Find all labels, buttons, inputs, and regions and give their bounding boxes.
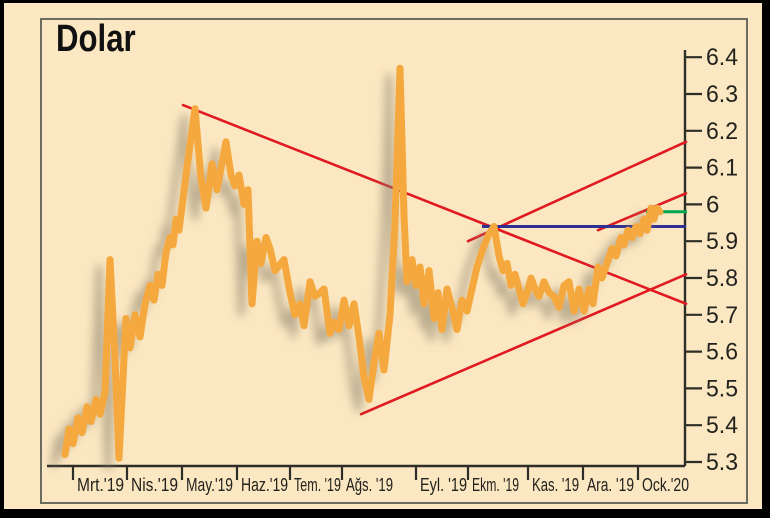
y-tick-label: 6.1 — [706, 155, 738, 182]
x-tick-label: Haz.'19 — [241, 475, 288, 495]
trendline-support-up — [359, 273, 688, 416]
x-tick-label: Mrt.'19 — [77, 475, 124, 495]
y-tick-label: 6.3 — [706, 81, 738, 108]
y-tick-label: 5.7 — [706, 302, 738, 329]
trendline-channel-upper — [466, 140, 688, 243]
x-tick-label: Tem. '19 — [294, 475, 341, 495]
y-tick-label: 6.2 — [706, 118, 738, 145]
y-tick-label: 5.8 — [706, 265, 738, 292]
trendline-channel-mid — [596, 192, 688, 232]
x-tick-label: Ara. '19 — [587, 475, 634, 495]
x-tick-label: Ekm. '19 — [472, 475, 519, 495]
y-tick-label: 5.5 — [706, 375, 738, 402]
chart-background — [4, 3, 762, 509]
x-tick-label: Eyl. '19 — [420, 475, 467, 495]
x-tick-label: Nis.'19 — [131, 475, 178, 495]
y-tick-label: 5.3 — [706, 449, 738, 476]
y-tick-label: 5.4 — [706, 412, 738, 439]
y-tick-label: 5.6 — [706, 339, 738, 366]
y-tick-label: 6.4 — [706, 44, 738, 71]
series-line-usd-try-rate — [61, 64, 664, 462]
x-tick-label: Ağs. '19 — [346, 475, 393, 495]
y-tick-label: 6 — [706, 191, 719, 218]
x-tick-label: Ock.'20 — [642, 475, 689, 495]
inner-frame — [40, 18, 748, 504]
y-tick-label: 5.9 — [706, 228, 738, 255]
x-tick-label: May.'19 — [186, 475, 233, 495]
chart-title: Dolar — [56, 18, 136, 60]
x-tick-label: Kas. '19 — [532, 475, 579, 495]
